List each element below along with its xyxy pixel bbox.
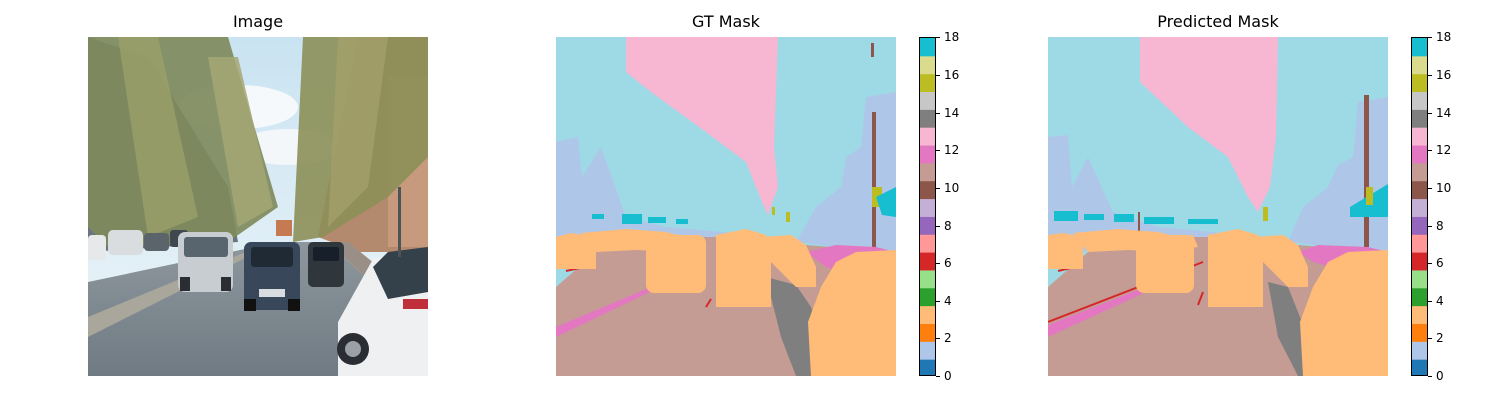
colorbar-band-6 <box>920 252 935 271</box>
gt-tick-4: 4 <box>944 294 952 308</box>
pred-building-left <box>1048 135 1278 252</box>
colorbar-band-16 <box>1412 73 1427 93</box>
gt-tick-18: 18 <box>944 30 960 44</box>
gt-building-left <box>556 137 786 252</box>
gt-tick-2: 2 <box>944 331 952 345</box>
pred-car-center <box>1208 229 1263 307</box>
colorbar-band-15 <box>920 91 935 110</box>
colorbar-band-6 <box>1412 252 1427 271</box>
colorbar-band-5 <box>920 269 935 289</box>
pred-vegetation-region <box>1140 37 1278 212</box>
predicted-mask-title: Predicted Mask <box>1157 12 1279 31</box>
colorbar-band-11 <box>1412 162 1427 182</box>
colorbar-band-14 <box>1412 109 1427 128</box>
gt-mask-title: GT Mask <box>692 12 760 31</box>
colorbar-band-1 <box>920 341 935 360</box>
gt-colorbar <box>919 37 936 376</box>
gt-vegetation-region <box>626 37 778 215</box>
pred-car-right <box>1300 250 1388 376</box>
colorbar-band-7 <box>1412 234 1427 253</box>
colorbar-band-4 <box>1412 287 1427 307</box>
colorbar-band-17 <box>920 55 935 75</box>
gt-building-right <box>796 92 896 252</box>
colorbar-band-9 <box>920 198 935 217</box>
colorbar-band-12 <box>920 145 935 164</box>
colorbar-band-8 <box>920 216 935 235</box>
colorbar-band-4 <box>920 287 935 307</box>
colorbar-band-3 <box>920 305 935 324</box>
colorbar-band-7 <box>920 234 935 253</box>
colorbar-band-2 <box>920 323 935 342</box>
gt-tick-16: 16 <box>944 68 960 82</box>
colorbar-band-3 <box>1412 305 1427 324</box>
pred-tick-6: 6 <box>1436 256 1444 270</box>
colorbar-band-18 <box>920 38 935 57</box>
street-image <box>88 37 428 376</box>
colorbar-band-13 <box>1412 127 1427 146</box>
colorbar-band-17 <box>1412 55 1427 75</box>
colorbar-band-10 <box>920 180 935 200</box>
colorbar-band-13 <box>920 127 935 146</box>
colorbar-band-0 <box>920 359 935 375</box>
colorbar-band-5 <box>1412 269 1427 289</box>
gt-tick-0: 0 <box>944 369 952 383</box>
pred-tick-14: 14 <box>1436 106 1452 120</box>
gt-tick-12: 12 <box>944 143 960 157</box>
pred-pole <box>1364 95 1369 247</box>
pred-car-left <box>1048 233 1083 269</box>
colorbar-band-15 <box>1412 91 1427 110</box>
colorbar-band-2 <box>1412 323 1427 342</box>
colorbar-band-18 <box>1412 38 1427 57</box>
pred-tick-4: 4 <box>1436 294 1444 308</box>
colorbar-band-10 <box>1412 180 1427 200</box>
colorbar-band-16 <box>920 73 935 93</box>
colorbar-band-0 <box>1412 359 1427 375</box>
pred-tick-12: 12 <box>1436 143 1452 157</box>
colorbar-band-1 <box>1412 341 1427 360</box>
pred-colorbar-strip <box>1412 38 1427 375</box>
image-panel-title: Image <box>232 12 284 31</box>
gt-tick-6: 6 <box>944 256 952 270</box>
pred-tick-2: 2 <box>1436 331 1444 345</box>
gt-colorbar-strip <box>920 38 935 375</box>
pred-tick-16: 16 <box>1436 68 1452 82</box>
pred-car-suv <box>1136 235 1194 293</box>
pred-colorbar <box>1411 37 1428 376</box>
gt-car-suv <box>646 235 706 293</box>
pred-tick-0: 0 <box>1436 369 1444 383</box>
colorbar-band-8 <box>1412 216 1427 235</box>
gt-pole <box>872 112 876 247</box>
gt-tick-10: 10 <box>944 181 960 195</box>
gt-mask <box>556 37 896 376</box>
pred-tick-18: 18 <box>1436 30 1452 44</box>
pred-tick-8: 8 <box>1436 219 1444 233</box>
gt-car-center <box>716 229 771 307</box>
pred-tick-10: 10 <box>1436 181 1452 195</box>
colorbar-band-12 <box>1412 145 1427 164</box>
colorbar-band-14 <box>920 109 935 128</box>
predicted-mask <box>1048 37 1388 376</box>
gt-car-right <box>808 250 896 376</box>
colorbar-band-9 <box>1412 198 1427 217</box>
gt-tick-14: 14 <box>944 106 960 120</box>
gt-tick-8: 8 <box>944 219 952 233</box>
colorbar-band-11 <box>920 162 935 182</box>
gt-car-left <box>556 233 596 269</box>
